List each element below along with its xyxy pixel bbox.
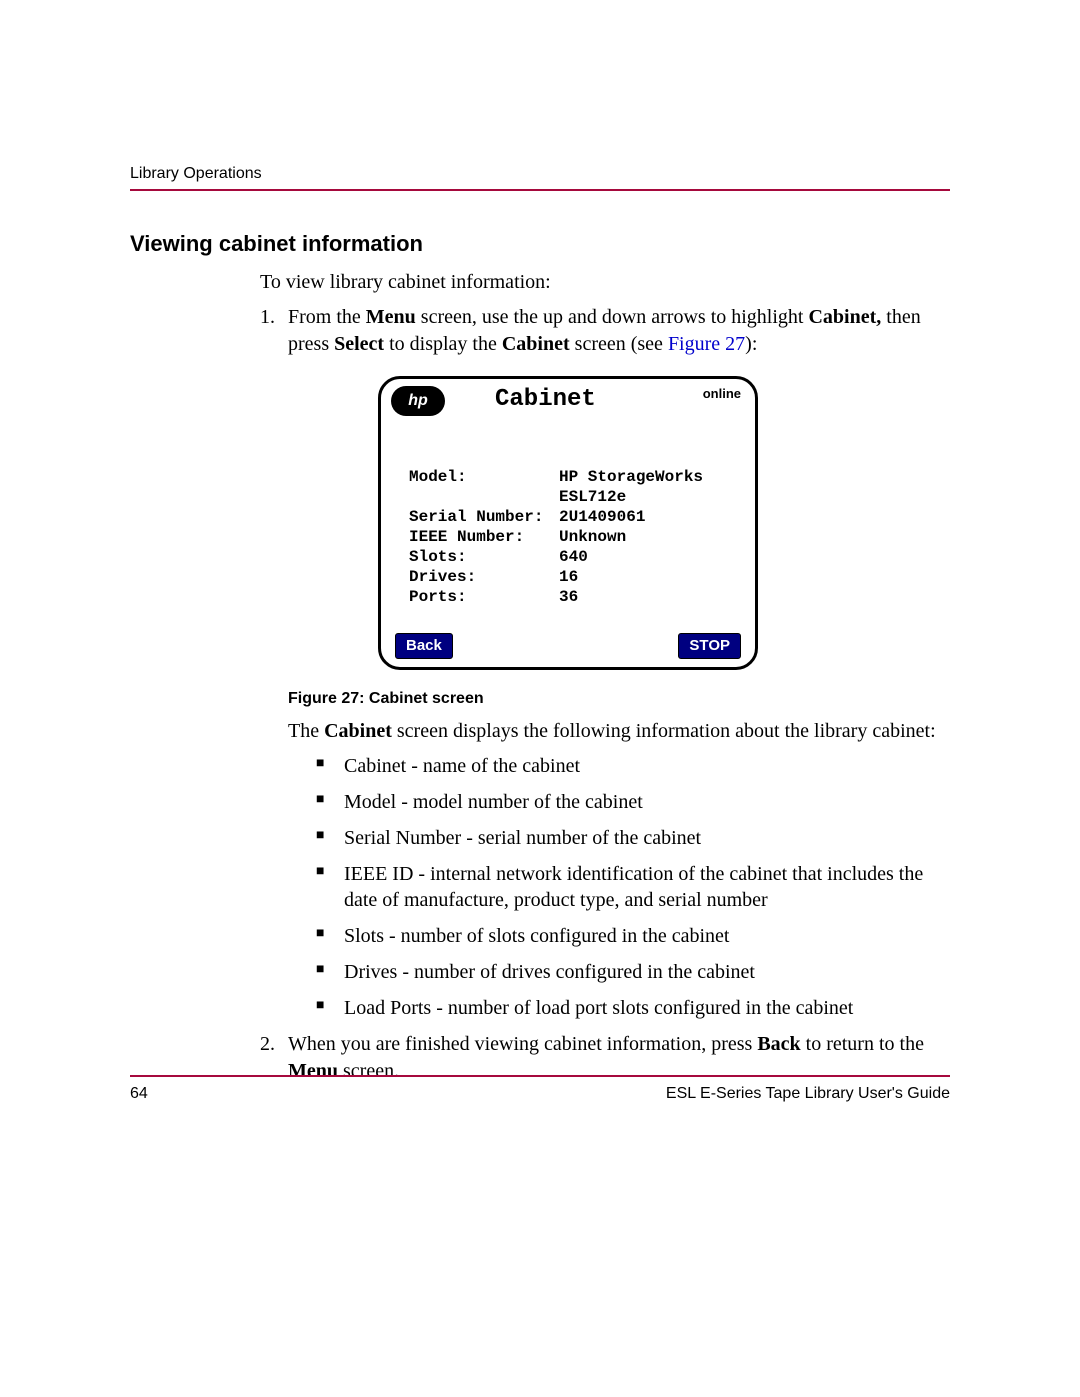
page-footer: 64 ESL E-Series Tape Library User's Guid… — [130, 1075, 950, 1103]
step-number: 1. — [260, 304, 275, 331]
list-item: Drives - number of drives configured in … — [316, 959, 950, 985]
figure-ref-link[interactable]: Figure 27 — [668, 333, 745, 355]
list-item: IEEE ID - internal network identificatio… — [316, 861, 950, 913]
cabinet-label: Cabinet, — [808, 306, 881, 328]
kv-value: 36 — [559, 587, 578, 607]
kv-label: Ports: — [409, 587, 559, 607]
device-footer: Back STOP — [381, 633, 755, 667]
after-figure-text: The Cabinet screen displays the followin… — [288, 718, 950, 745]
step-1: 1. From the Menu screen, use the up and … — [260, 304, 950, 1021]
cabinet-label-2: Cabinet — [502, 333, 570, 355]
footer-rule — [130, 1075, 950, 1077]
step-number: 2. — [260, 1031, 275, 1058]
list-item: Serial Number - serial number of the cab… — [316, 825, 950, 851]
kv-row: ESL712e — [409, 487, 733, 507]
cabinet-screen-device: hp Cabinet online Model:HP StorageWorks … — [378, 376, 758, 670]
device-status: online — [703, 385, 741, 403]
kv-row: Model:HP StorageWorks — [409, 467, 733, 487]
steps-list: 1. From the Menu screen, use the up and … — [260, 304, 950, 1085]
cabinet-bold: Cabinet — [324, 720, 392, 742]
figure-27: hp Cabinet online Model:HP StorageWorks … — [378, 376, 950, 670]
stop-button[interactable]: STOP — [678, 633, 741, 659]
kv-value: ESL712e — [559, 487, 626, 507]
kv-label: Slots: — [409, 547, 559, 567]
page-number: 64 — [130, 1085, 148, 1103]
device-title: Cabinet — [495, 384, 596, 416]
page-content: Library Operations Viewing cabinet infor… — [130, 165, 950, 1091]
figure-caption: Figure 27: Cabinet screen — [288, 688, 950, 710]
kv-row: Serial Number:2U1409061 — [409, 507, 733, 527]
kv-value: 640 — [559, 547, 588, 567]
kv-label: Drives: — [409, 567, 559, 587]
kv-value: 2U1409061 — [559, 507, 645, 527]
kv-row: IEEE Number:Unknown — [409, 527, 733, 547]
list-item: Load Ports - number of load port slots c… — [316, 995, 950, 1021]
kv-value: 16 — [559, 567, 578, 587]
running-head: Library Operations — [130, 165, 950, 183]
doc-title: ESL E-Series Tape Library User's Guide — [666, 1085, 950, 1103]
kv-row: Drives:16 — [409, 567, 733, 587]
step1-text: From the Menu screen, use the up and dow… — [288, 306, 921, 355]
menu-label: Menu — [366, 306, 416, 328]
hp-logo-icon: hp — [391, 386, 445, 416]
bullet-list: Cabinet - name of the cabinet Model - mo… — [316, 753, 950, 1021]
kv-label — [409, 487, 559, 507]
select-label: Select — [334, 333, 384, 355]
list-item: Model - model number of the cabinet — [316, 789, 950, 815]
kv-row: Ports:36 — [409, 587, 733, 607]
footer-row: 64 ESL E-Series Tape Library User's Guid… — [130, 1085, 950, 1103]
kv-row: Slots:640 — [409, 547, 733, 567]
list-item: Slots - number of slots configured in th… — [316, 923, 950, 949]
device-header: hp Cabinet online — [381, 379, 755, 423]
back-label: Back — [757, 1033, 800, 1055]
section-title: Viewing cabinet information — [130, 231, 950, 257]
kv-label: Serial Number: — [409, 507, 559, 527]
back-button[interactable]: Back — [395, 633, 453, 659]
section-body: To view library cabinet information: 1. … — [260, 269, 950, 1085]
kv-value: Unknown — [559, 527, 626, 547]
kv-label: IEEE Number: — [409, 527, 559, 547]
kv-value: HP StorageWorks — [559, 467, 703, 487]
header-rule — [130, 189, 950, 191]
device-body: Model:HP StorageWorks ESL712e Serial Num… — [381, 423, 755, 633]
kv-label: Model: — [409, 467, 559, 487]
list-item: Cabinet - name of the cabinet — [316, 753, 950, 779]
intro-text: To view library cabinet information: — [260, 269, 950, 296]
